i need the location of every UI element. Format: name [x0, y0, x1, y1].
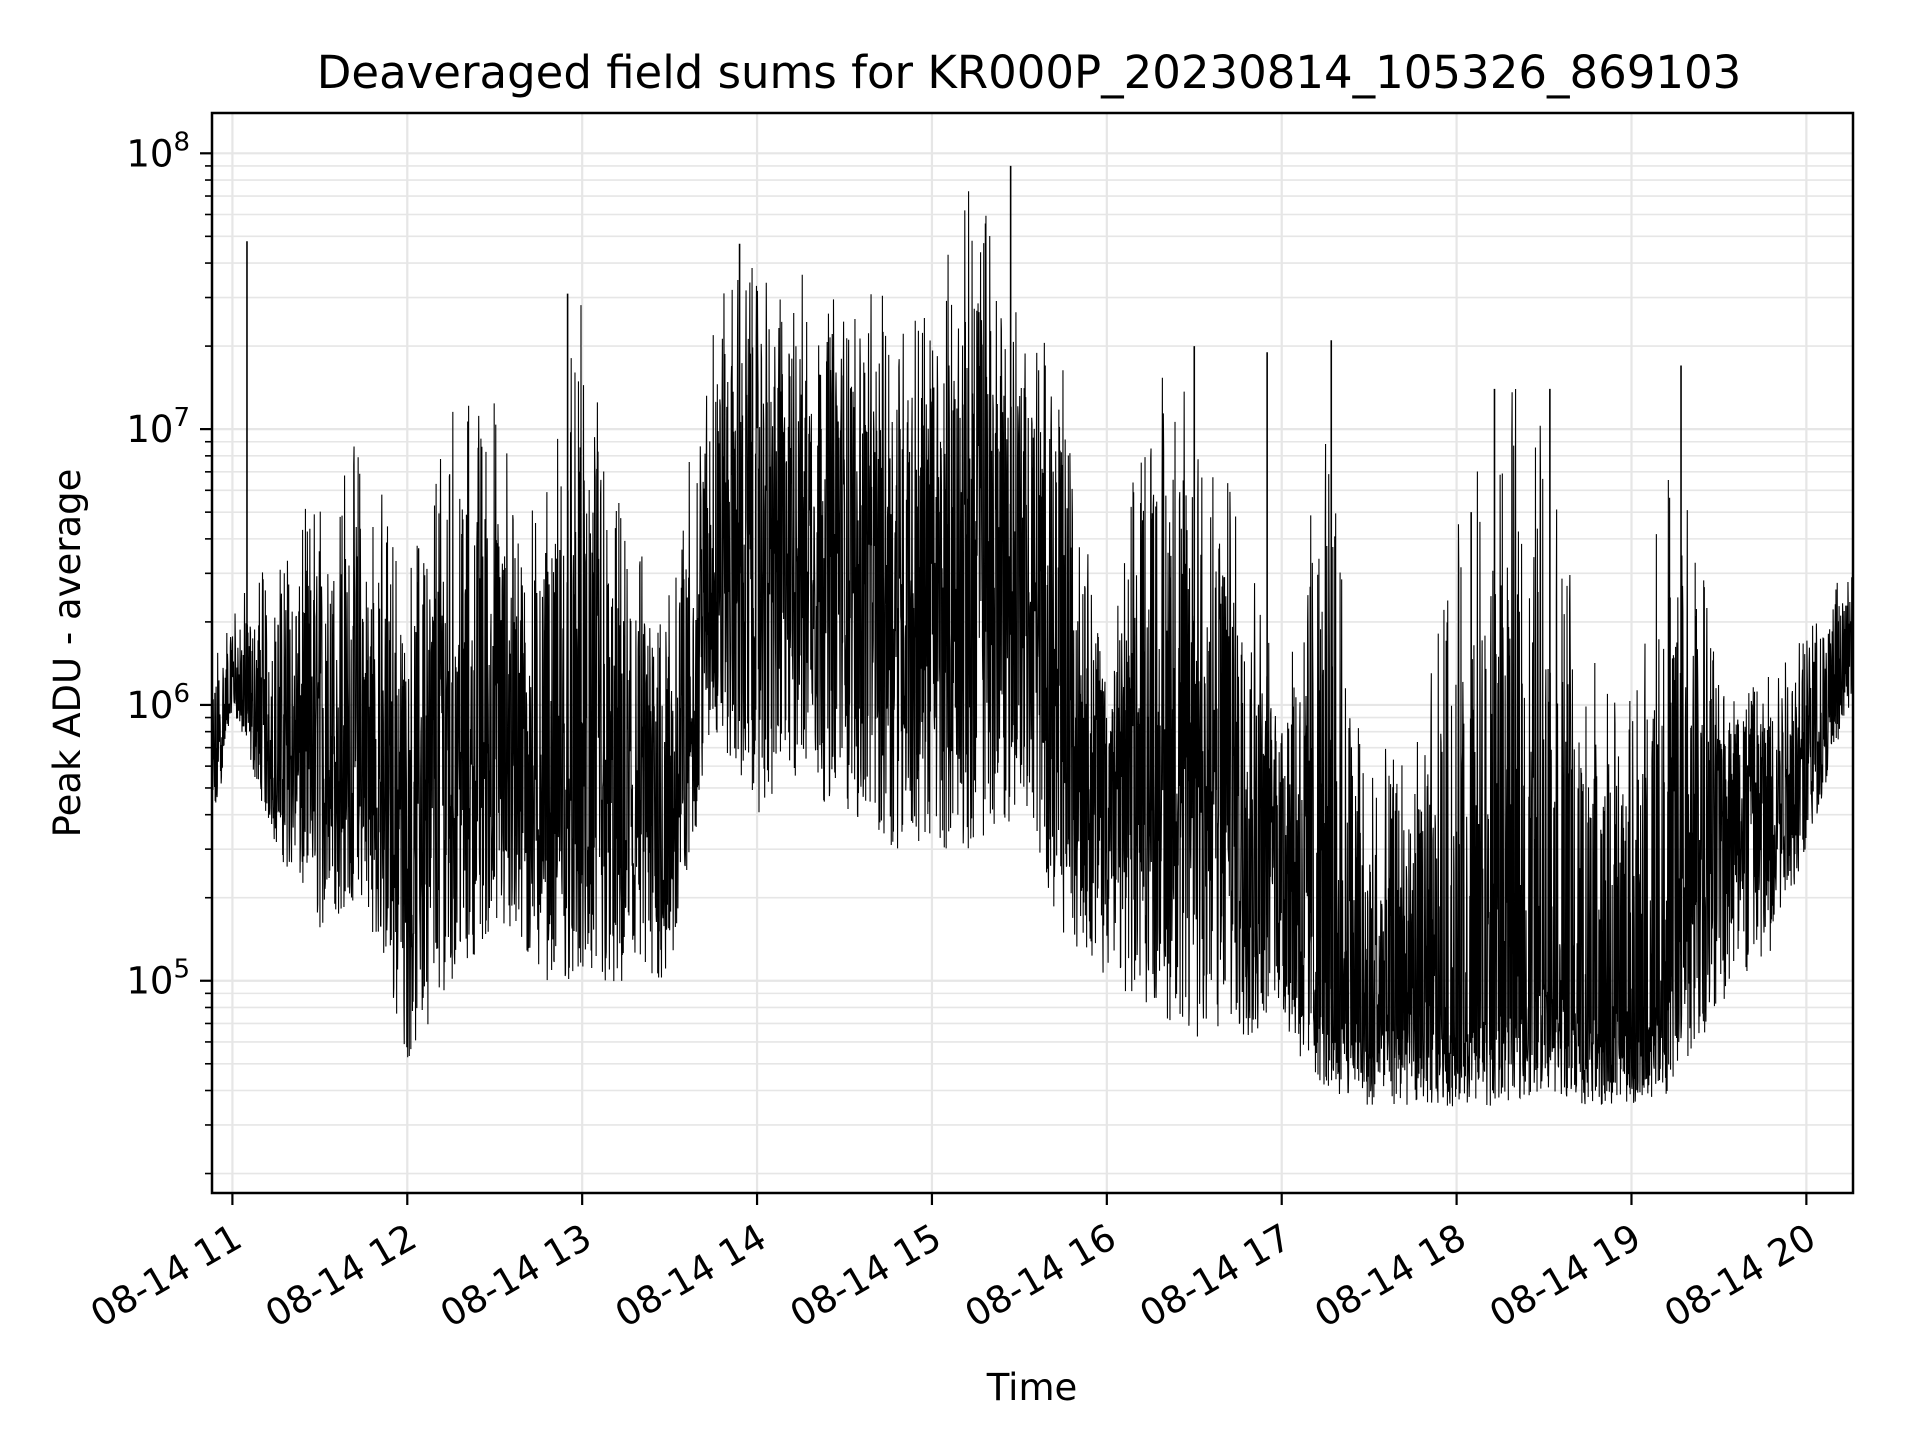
y-tick-label: 107 [126, 403, 190, 451]
chart-title: Deaveraged field sums for KR000P_2023081… [317, 46, 1741, 99]
y-tick-label: 106 [126, 679, 190, 727]
series-line [211, 191, 1854, 1107]
y-tick-label: 108 [126, 127, 190, 175]
y-axis-label: Peak ADU - average [46, 469, 89, 838]
y-tick-label: 105 [126, 955, 190, 1003]
plot-frame [210, 111, 1855, 1195]
y-axis: 105 106 107 108 [126, 127, 212, 1175]
x-axis-label: Time [986, 1366, 1078, 1409]
